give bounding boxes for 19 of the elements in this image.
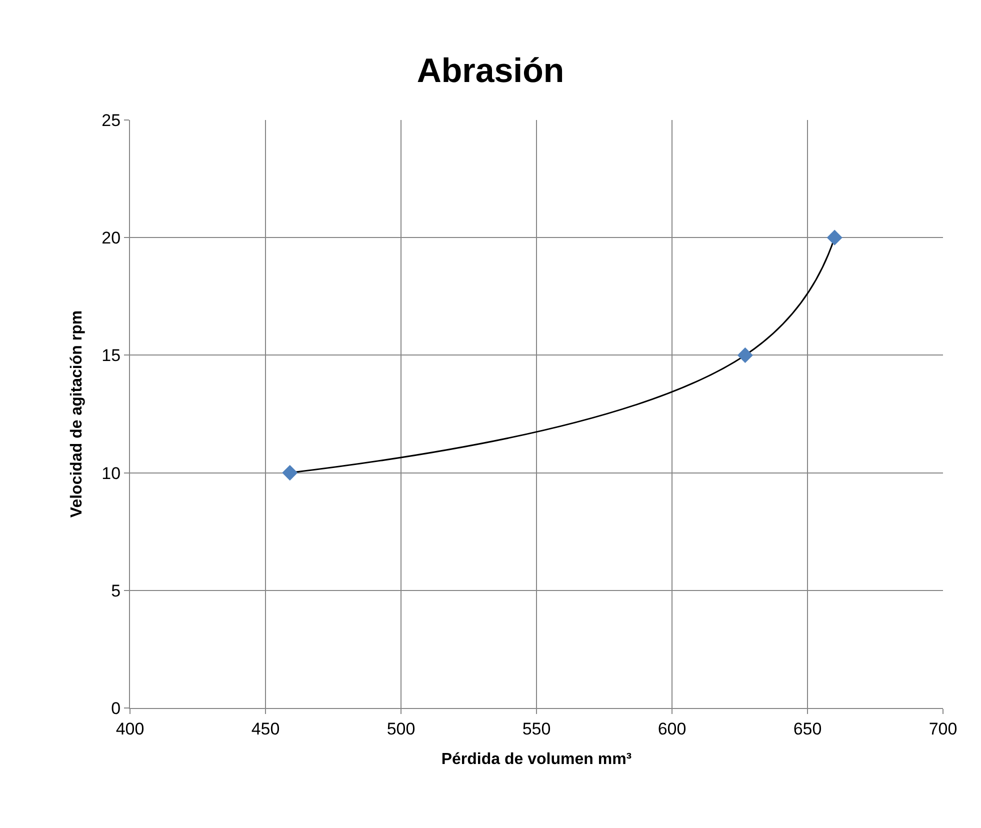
x-tick-label: 400 <box>116 719 144 738</box>
x-axis-title: Pérdida de volumen mm³ <box>441 751 632 768</box>
point <box>826 230 842 246</box>
point <box>282 465 298 481</box>
x-tick-label: 500 <box>386 719 416 738</box>
point <box>737 347 753 363</box>
x-tick-label: 550 <box>522 719 551 738</box>
y-tick-label: 0 <box>111 698 121 718</box>
chart-title: Abrasión <box>416 52 564 90</box>
y-tick-label: 20 <box>102 228 121 248</box>
y-tick-label: 5 <box>111 581 121 600</box>
y-tick-label: 15 <box>102 346 121 366</box>
x-tick-label: 700 <box>928 719 958 738</box>
y-tick-label: 10 <box>102 464 121 483</box>
y-axis-title: Velocidad de agitación rpm <box>68 310 86 518</box>
y-tick-label: 25 <box>102 110 121 130</box>
x-tick-label: 650 <box>793 719 822 738</box>
x-tick-label: 450 <box>251 719 280 738</box>
x-tick-label: 600 <box>658 719 686 738</box>
